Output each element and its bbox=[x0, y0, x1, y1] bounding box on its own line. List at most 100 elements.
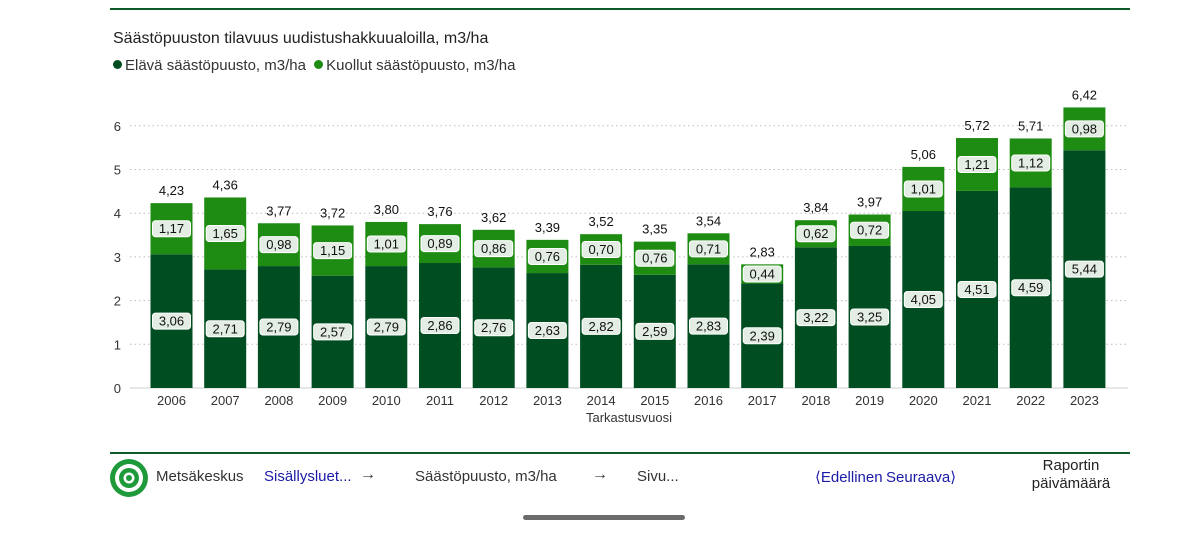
data-label-dead: 1,12 bbox=[1018, 155, 1043, 170]
data-label-live-bg bbox=[474, 319, 514, 337]
chevron-right-icon: ⟩ bbox=[950, 469, 957, 486]
legend-label-dead: Kuollut säästöpuusto, m3/ha bbox=[326, 57, 516, 74]
data-label-live-bg bbox=[581, 317, 621, 335]
data-label-dead-bg bbox=[1011, 154, 1051, 172]
y-tick-label: 0 bbox=[114, 381, 121, 396]
data-label-live: 2,82 bbox=[588, 319, 613, 334]
report-footer: Metsäkeskus Sisällysluet... → Säästöpuus… bbox=[0, 455, 1200, 500]
toc-link[interactable]: Sisällysluet... bbox=[264, 468, 352, 485]
data-label-live: 2,86 bbox=[427, 318, 452, 333]
data-label-live: 2,39 bbox=[750, 328, 775, 343]
total-label: 6,42 bbox=[1072, 87, 1097, 102]
x-tick-label: 2016 bbox=[694, 393, 723, 408]
data-label-live-bg bbox=[850, 308, 890, 326]
x-tick-label: 2022 bbox=[1016, 393, 1045, 408]
data-label-dead: 0,89 bbox=[427, 236, 452, 251]
data-label-live: 4,59 bbox=[1018, 280, 1043, 295]
next-page-button[interactable]: Seuraava⟩ bbox=[886, 468, 956, 486]
next-label: Seuraava bbox=[886, 469, 951, 486]
data-label-live: 2,57 bbox=[320, 324, 345, 339]
x-tick-label: 2011 bbox=[426, 393, 454, 408]
total-label: 3,76 bbox=[427, 204, 452, 219]
previous-label: Edellinen bbox=[820, 469, 883, 486]
data-label-dead: 1,01 bbox=[374, 237, 399, 252]
arrow-right-icon-2: → bbox=[592, 466, 608, 483]
metsakeskus-logo-icon[interactable] bbox=[109, 458, 149, 498]
legend-item-live[interactable]: Elävä säästöpuusto, m3/ha bbox=[113, 57, 306, 74]
total-label: 5,72 bbox=[964, 118, 989, 133]
data-label-live-bg bbox=[205, 320, 245, 338]
data-label-live-bg bbox=[742, 327, 782, 345]
brand-name: Metsäkeskus bbox=[156, 468, 244, 485]
data-label-live: 3,06 bbox=[159, 314, 184, 329]
data-label-live-bg bbox=[152, 312, 191, 330]
data-label-dead: 0,98 bbox=[1072, 121, 1097, 136]
data-label-dead: 1,17 bbox=[159, 221, 184, 236]
x-tick-label: 2008 bbox=[264, 393, 293, 408]
data-label-live: 2,79 bbox=[266, 320, 291, 335]
x-tick-label: 2013 bbox=[533, 393, 562, 408]
data-label-live-bg bbox=[313, 323, 353, 341]
data-label-dead-bg bbox=[366, 235, 406, 253]
data-label-dead-bg bbox=[903, 180, 943, 198]
legend-dot-dead bbox=[314, 60, 324, 69]
data-label-dead-bg bbox=[635, 249, 675, 267]
x-tick-label: 2021 bbox=[963, 393, 992, 408]
total-label: 3,77 bbox=[266, 203, 291, 218]
x-tick-label: 2019 bbox=[855, 393, 884, 408]
previous-page-button[interactable]: ⟨Edellinen bbox=[815, 468, 883, 486]
total-label: 3,39 bbox=[535, 220, 560, 235]
data-label-live: 2,63 bbox=[535, 323, 560, 338]
total-label: 3,35 bbox=[642, 222, 667, 237]
data-label-dead: 0,76 bbox=[535, 249, 560, 264]
total-label: 3,62 bbox=[481, 210, 506, 225]
total-label: 4,36 bbox=[213, 177, 238, 192]
x-tick-label: 2012 bbox=[479, 393, 508, 408]
page-selector[interactable]: Sivu... bbox=[637, 468, 679, 485]
data-label-dead: 1,21 bbox=[964, 157, 989, 172]
x-tick-label: 2006 bbox=[157, 393, 186, 408]
data-label-dead: 1,01 bbox=[911, 181, 936, 196]
total-label: 3,84 bbox=[803, 200, 828, 215]
total-label: 3,54 bbox=[696, 213, 721, 228]
total-label: 3,72 bbox=[320, 205, 345, 220]
data-label-dead: 0,71 bbox=[696, 241, 721, 256]
data-label-live-bg bbox=[259, 318, 299, 336]
data-label-dead-bg bbox=[1064, 120, 1104, 138]
data-label-live-bg bbox=[635, 322, 675, 340]
data-label-live-bg bbox=[689, 317, 728, 335]
total-label: 2,83 bbox=[750, 244, 775, 259]
data-label-dead: 1,65 bbox=[213, 226, 238, 241]
current-section[interactable]: Säästöpuusto, m3/ha bbox=[415, 468, 557, 485]
data-label-live-bg bbox=[957, 280, 997, 298]
data-label-dead-bg bbox=[205, 225, 245, 243]
chevron-left-icon: ⟨ bbox=[815, 469, 821, 486]
total-label: 3,52 bbox=[588, 214, 613, 229]
legend-item-dead[interactable]: Kuollut säästöpuusto, m3/ha bbox=[314, 57, 515, 74]
y-tick-label: 5 bbox=[114, 163, 121, 178]
data-label-live: 3,22 bbox=[803, 310, 828, 325]
x-tick-label: 2014 bbox=[587, 393, 616, 408]
report-date-button[interactable]: Raportin päivämäärä bbox=[1031, 457, 1111, 492]
data-label-live: 4,05 bbox=[911, 292, 936, 307]
data-label-dead-bg bbox=[742, 265, 782, 283]
y-tick-label: 3 bbox=[114, 250, 121, 265]
data-label-dead-bg bbox=[581, 240, 621, 258]
data-label-dead-bg bbox=[527, 247, 567, 265]
data-label-dead: 0,44 bbox=[750, 266, 775, 281]
x-tick-label: 2009 bbox=[318, 393, 347, 408]
home-indicator[interactable] bbox=[523, 515, 685, 520]
data-label-live-bg bbox=[1064, 260, 1104, 278]
arrow-right-icon: → bbox=[360, 466, 376, 483]
y-tick-label: 6 bbox=[114, 119, 121, 134]
total-label: 5,06 bbox=[911, 147, 936, 162]
data-label-dead-bg bbox=[957, 155, 997, 173]
data-label-live-bg bbox=[527, 322, 567, 340]
data-label-dead-bg bbox=[689, 240, 728, 258]
data-label-live-bg bbox=[903, 291, 943, 309]
data-label-dead: 0,98 bbox=[266, 237, 291, 252]
footer-divider bbox=[110, 452, 1130, 454]
x-tick-label: 2020 bbox=[909, 393, 938, 408]
data-label-dead-bg bbox=[313, 242, 353, 260]
data-label-live-bg bbox=[420, 317, 460, 335]
